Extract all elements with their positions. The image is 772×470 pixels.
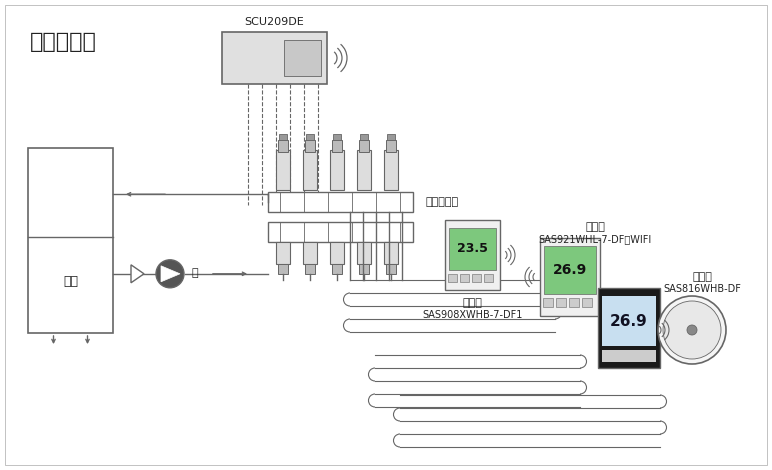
Bar [28,148,113,333]
Bar [460,274,469,282]
Bar [305,140,315,152]
Text: 23.5: 23.5 [457,243,488,256]
Text: 温控器: 温控器 [692,272,712,282]
Text: 温控器: 温控器 [462,298,482,308]
Bar [544,246,596,294]
Bar [332,264,342,274]
Bar [357,242,371,264]
Text: 26.9: 26.9 [553,263,587,277]
Bar [303,242,317,264]
Bar [279,134,287,140]
Bar [284,40,321,76]
Bar [449,228,496,270]
Bar [278,264,288,274]
Bar [543,298,553,307]
Bar [359,264,369,274]
Bar [222,32,327,84]
Bar [276,150,290,190]
Bar [448,274,457,282]
Circle shape [156,260,184,288]
Bar [598,288,660,368]
Text: 温控器: 温控器 [585,222,605,232]
Bar [472,274,481,282]
Text: 系统示意图: 系统示意图 [30,32,96,52]
Text: SAS908XWHB-7-DF1: SAS908XWHB-7-DF1 [422,310,523,320]
Circle shape [663,301,721,359]
Bar [303,150,317,190]
Bar [359,140,369,152]
Bar [556,298,566,307]
Bar [445,220,500,290]
Text: 26.9: 26.9 [610,313,648,329]
Bar [276,242,290,264]
Bar [306,134,314,140]
Bar [268,222,413,242]
Text: SCU209DE: SCU209DE [245,17,304,27]
Bar [357,150,371,190]
Bar [278,140,288,152]
Bar [384,242,398,264]
Polygon shape [161,266,180,282]
Text: 电热执行器: 电热执行器 [425,197,458,207]
Bar [602,350,656,362]
Circle shape [687,325,697,335]
Text: 锅炉: 锅炉 [63,274,78,288]
Bar [384,150,398,190]
Bar [330,242,344,264]
Bar [387,134,395,140]
Bar [332,140,342,152]
Bar [582,298,592,307]
Bar [305,264,315,274]
Bar [360,134,368,140]
Bar [330,150,344,190]
Bar [602,296,656,346]
Bar [333,134,341,140]
Bar [540,238,600,316]
Text: 泵: 泵 [192,268,198,278]
Bar [268,192,413,212]
Text: SAS816WHB-DF: SAS816WHB-DF [663,284,741,294]
Circle shape [658,296,726,364]
Polygon shape [131,265,144,283]
Bar [484,274,493,282]
Bar [386,140,396,152]
Bar [569,298,579,307]
Text: SAS921WHL-7-DF－WIFI: SAS921WHL-7-DF－WIFI [538,234,652,244]
Bar [386,264,396,274]
